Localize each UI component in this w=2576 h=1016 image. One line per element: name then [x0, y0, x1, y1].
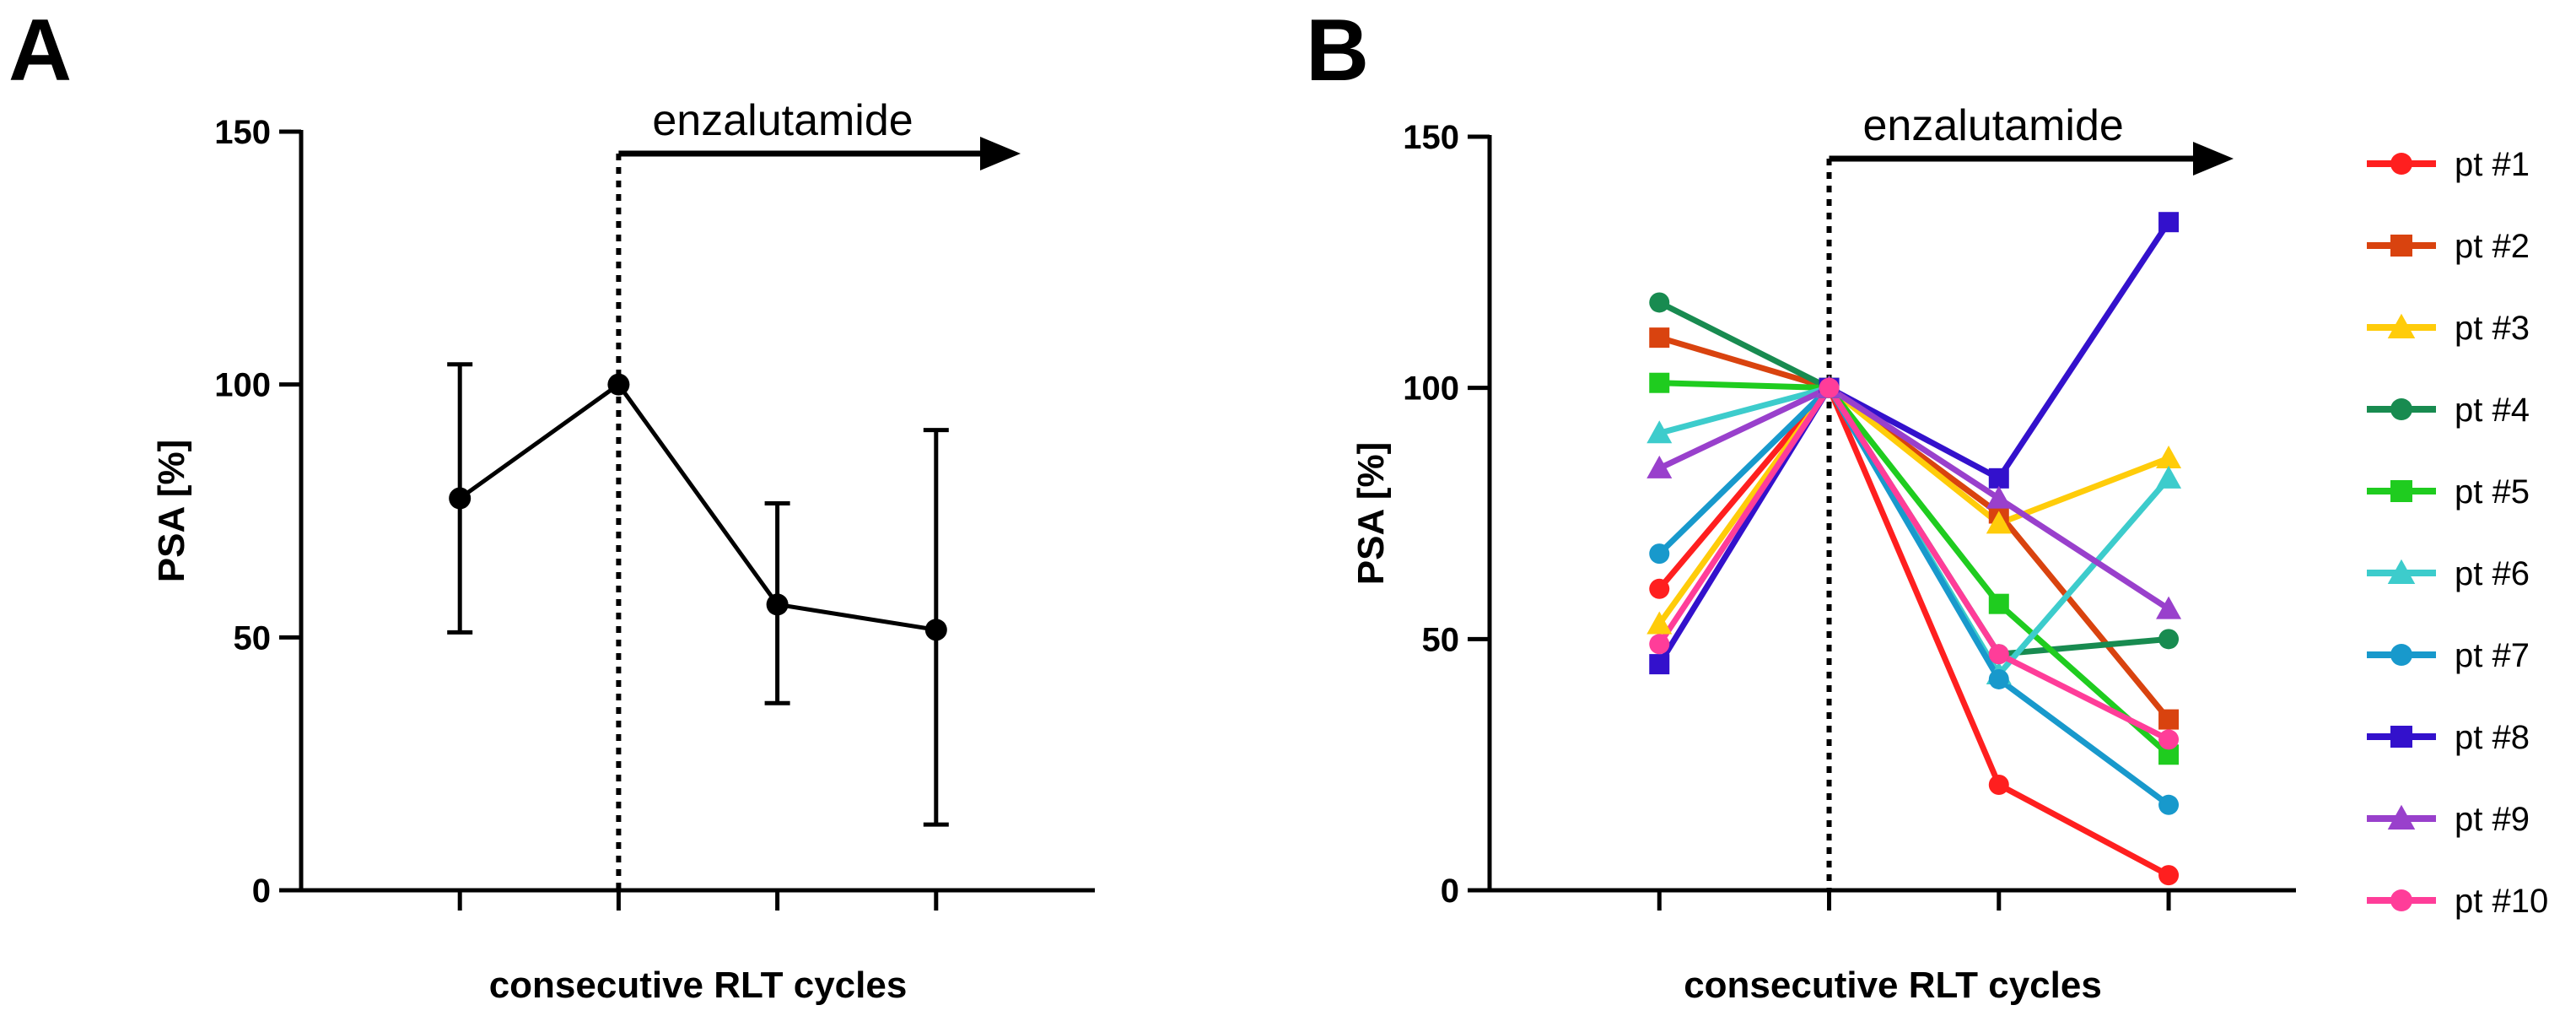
panel-b-data-point-8 [1649, 654, 1670, 675]
panel-b-data-point-10 [1819, 377, 1840, 398]
panel-b-series-line-9 [1657, 385, 2170, 612]
panel-b-data-point-10 [1649, 634, 1670, 655]
panel-b-data-point-3 [2156, 446, 2182, 469]
panel-a-y-tick-label: 150 [214, 114, 271, 151]
panel-b-x-axis-title: consecutive RLT cycles [1684, 965, 2102, 1006]
legend-swatch-marker [2390, 235, 2412, 257]
panel-a-y-tick-label: 100 [214, 367, 271, 404]
panel-b-data-point-10 [2158, 729, 2180, 750]
panel-b-series-line-3 [1657, 385, 2170, 626]
panel-b-data-point-7 [1988, 668, 2009, 689]
legend-entry-label: pt #10 [2455, 883, 2548, 920]
legend-entry-label: pt #4 [2455, 392, 2530, 429]
legend-entry-label: pt #7 [2455, 637, 2530, 674]
panel-letter-a: A [8, 2, 72, 100]
panel-a-y-axis-title: PSA [%] [151, 440, 192, 583]
panel-b-treatment-arrow-head [2193, 142, 2234, 176]
panel-a-treatment-label: enzalutamide [652, 96, 913, 145]
legend-entry-label: pt #5 [2455, 473, 2530, 511]
panel-b-data-point-6 [1646, 420, 1673, 444]
legend-swatch-marker [2387, 804, 2416, 830]
panel-b-y-tick-label: 150 [1403, 119, 1459, 156]
panel-b-series-line-1 [1657, 385, 2170, 878]
panel-b-y-tick-label: 50 [1422, 621, 1460, 658]
panel-b-data-point-2 [1649, 327, 1670, 349]
legend-entry-label: pt #3 [2455, 310, 2530, 347]
panel-a-x-axis-title: consecutive RLT cycles [489, 965, 908, 1006]
legend-swatch-marker [2390, 644, 2412, 666]
panel-b-series-line-7 [1657, 385, 2171, 808]
panel-b-data-point-9 [1646, 455, 1673, 478]
legend-entry-label: pt #6 [2455, 555, 2530, 592]
panel-a-data-point [924, 619, 947, 641]
panel-b-data-point-9 [1986, 485, 2012, 509]
panel-a-data-point [766, 593, 789, 616]
panel-b-series-line-8 [1657, 220, 2171, 666]
panel-b-data-point-10 [1988, 644, 2009, 665]
legend-swatch-marker [2390, 726, 2412, 748]
panel-a-data-point [449, 487, 472, 510]
legend-swatch-marker [2390, 480, 2412, 502]
panel-b-data-point-8 [1988, 467, 2009, 489]
legend-entry-label: pt #2 [2455, 228, 2530, 265]
panel-b-treatment-label: enzalutamide [1863, 101, 2124, 150]
chart-panel-a: 0 50 100 150 consecutive RLT cycles PSA [%] en… [151, 96, 1095, 1006]
legend: pt #1 pt #2 pt #3 pt #4 pt #5 pt #6 pt #7 pt #8… [2367, 146, 2548, 920]
legend-swatch-marker [2387, 559, 2416, 584]
panel-b-data-point-5 [1988, 593, 2009, 614]
panel-a-series-line [458, 381, 937, 632]
panel-b-data-point-4 [1649, 292, 1670, 313]
panel-b-data-point-3 [1986, 511, 2012, 534]
panel-b-data-point-6 [2156, 465, 2182, 489]
panel-b-data-point-7 [2158, 794, 2180, 815]
panel-b-data-point-1 [1988, 774, 2009, 795]
panel-letter-b: B [1306, 2, 1369, 100]
legend-swatch-marker [2390, 889, 2412, 911]
panel-a-y-tick-label: 0 [252, 873, 271, 910]
panel-b-series-line-5 [1659, 380, 2171, 757]
panel-b-series-line-2 [1658, 334, 2171, 721]
panel-b-data-point-3 [1646, 611, 1673, 635]
panel-b-series-line-10 [1657, 385, 2170, 743]
panel-b-data-point-4 [2158, 629, 2180, 650]
panel-b-y-tick-label: 100 [1403, 370, 1459, 408]
panel-a-data-point [607, 373, 630, 396]
panel-a-treatment-arrow-head [980, 137, 1021, 170]
legend-swatch-marker [2390, 153, 2412, 175]
legend-swatch-marker [2390, 398, 2412, 420]
panel-b-y-axis-title: PSA [%] [1350, 442, 1392, 586]
panel-b-data-point-1 [1649, 578, 1670, 599]
panel-b-data-point-9 [2156, 596, 2182, 619]
panel-b-data-point-1 [2158, 865, 2180, 886]
legend-swatch-marker [2387, 313, 2416, 338]
panel-b-data-point-8 [2158, 212, 2180, 233]
panel-b-y-tick-label: 0 [1441, 873, 1459, 910]
legend-entry-label: pt #1 [2455, 146, 2530, 183]
panel-a-y-tick-label: 50 [234, 619, 272, 657]
panel-b-data-point-7 [1649, 543, 1670, 565]
panel-b-data-point-2 [2158, 709, 2180, 730]
panel-b-data-point-5 [1649, 372, 1670, 393]
chart-panel-b: 0 50 100 150 consecutive RLT cycles PSA [%] en… [1350, 101, 2296, 1006]
legend-entry-label: pt #9 [2455, 801, 2530, 838]
legend-entry-label: pt #8 [2455, 719, 2530, 756]
